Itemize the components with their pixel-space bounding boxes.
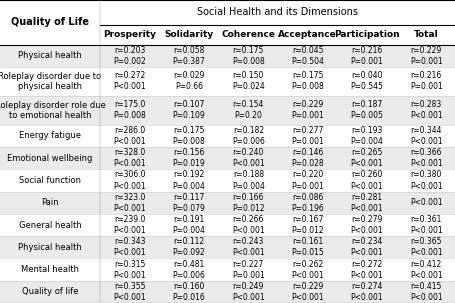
Text: r=239.0
P<0.001: r=239.0 P<0.001 [113,215,146,235]
Bar [0,67,455,96]
Text: r=0.086
P=0.196: r=0.086 P=0.196 [291,193,324,213]
Text: r=0.175
P=0.008: r=0.175 P=0.008 [291,71,324,92]
Text: r=0.187
P=0.005: r=0.187 P=0.005 [350,100,383,120]
Text: r=0.192
P=0.004: r=0.192 P=0.004 [172,170,205,191]
Text: r=0.229
P=0.001: r=0.229 P=0.001 [291,100,324,120]
Text: r=0.146
P=0.028: r=0.146 P=0.028 [291,148,323,168]
Text: r=0.229
P<0.001: r=0.229 P<0.001 [291,282,323,302]
Text: r=0.216
P=0.001: r=0.216 P=0.001 [409,71,442,92]
Text: r=0.160
P=0.016: r=0.160 P=0.016 [172,282,205,302]
Text: r=0.175
P=0.008: r=0.175 P=0.008 [232,46,264,66]
Text: r=0.344
P<0.001: r=0.344 P<0.001 [409,126,442,146]
Text: r=0.249
P<0.001: r=0.249 P<0.001 [232,282,264,302]
Text: Roleplay disorder due to
physical health: Roleplay disorder due to physical health [0,72,101,91]
Text: Prosperity: Prosperity [103,30,156,39]
Text: r=323.0
P<0.001: r=323.0 P<0.001 [113,193,146,213]
Text: r=0.166
P=0.012: r=0.166 P=0.012 [232,193,264,213]
Bar [0,281,455,303]
Text: r=0.058
P=0.387: r=0.058 P=0.387 [172,46,205,66]
Text: Physical health: Physical health [18,51,82,60]
Bar [0,169,455,191]
Bar [0,96,455,125]
Text: r=0.272
P<0.001: r=0.272 P<0.001 [350,260,383,280]
Text: r=0.154
P=0.20: r=0.154 P=0.20 [232,100,263,120]
Text: Roleplay disorder role due
to emotional health: Roleplay disorder role due to emotional … [0,101,105,120]
Text: r=0.277
P=0.001: r=0.277 P=0.001 [291,126,324,146]
Text: r=0.193
P=0.004: r=0.193 P=0.004 [350,126,383,146]
Text: Quality of life: Quality of life [22,287,78,296]
Text: r=0.175
P=0.008: r=0.175 P=0.008 [172,126,205,146]
Text: r=0.380
P<0.001: r=0.380 P<0.001 [409,170,442,191]
Text: r=0.281
P<0.001: r=0.281 P<0.001 [350,193,383,213]
Text: r=0.365
P<0.001: r=0.365 P<0.001 [409,237,442,257]
Bar [0,214,455,236]
Bar [0,236,455,258]
Text: Social function: Social function [19,176,81,185]
Text: r=0.203
P=0.002: r=0.203 P=0.002 [113,46,146,66]
Text: r=0.272
P<0.001: r=0.272 P<0.001 [113,71,146,92]
Text: r=0.229
P=0.001: r=0.229 P=0.001 [409,46,442,66]
Text: Acceptance: Acceptance [278,30,336,39]
Text: r=0.117
P=0.079: r=0.117 P=0.079 [172,193,205,213]
Text: r=0.220
P=0.001: r=0.220 P=0.001 [291,170,324,191]
Text: r=0.216
P=0.001: r=0.216 P=0.001 [350,46,383,66]
Text: r=175.0
P=0.008: r=175.0 P=0.008 [113,100,146,120]
Text: Social Health and its Dimensions: Social Health and its Dimensions [197,7,358,17]
Text: r=0.156
P=0.019: r=0.156 P=0.019 [172,148,205,168]
Text: r=0.355
P<0.001: r=0.355 P<0.001 [113,282,146,302]
Text: r=0.412
P<0.001: r=0.412 P<0.001 [409,260,442,280]
Text: r=0.191
P=0.004: r=0.191 P=0.004 [172,215,205,235]
Text: r=0.274
P<0.001: r=0.274 P<0.001 [350,282,383,302]
Text: r=0.029
P=0.66: r=0.029 P=0.66 [173,71,204,92]
Bar [0,0,455,45]
Text: r=0.234
P<0.001: r=0.234 P<0.001 [350,237,383,257]
Text: r=328.0
P<0.001: r=328.0 P<0.001 [113,148,146,168]
Text: r=0.366
P<0.001: r=0.366 P<0.001 [409,148,442,168]
Text: Pain: Pain [41,198,59,207]
Text: Physical health: Physical health [18,243,82,252]
Text: r=0.243
P<0.001: r=0.243 P<0.001 [232,237,264,257]
Text: r=0.045
P=0.504: r=0.045 P=0.504 [291,46,324,66]
Text: Mental health: Mental health [21,265,79,274]
Text: P<0.001: P<0.001 [409,198,442,207]
Text: r=0.361
P<0.001: r=0.361 P<0.001 [409,215,442,235]
Text: r=0.481
P=0.006: r=0.481 P=0.006 [172,260,205,280]
Text: r=0.262
P<0.001: r=0.262 P<0.001 [291,260,323,280]
Text: r=0.266
P<0.001: r=0.266 P<0.001 [232,215,264,235]
Text: r=286.0
P<0.001: r=286.0 P<0.001 [113,126,146,146]
Text: Participation: Participation [334,30,399,39]
Text: r=0.161
P=0.015: r=0.161 P=0.015 [291,237,324,257]
Text: r=0.265
P<0.001: r=0.265 P<0.001 [350,148,383,168]
Text: r=0.167
P=0.012: r=0.167 P=0.012 [291,215,323,235]
Text: Total: Total [413,30,438,39]
Text: r=0.182
P=0.006: r=0.182 P=0.006 [232,126,264,146]
Text: General health: General health [19,221,81,229]
Text: r=0.107
P=0.109: r=0.107 P=0.109 [172,100,205,120]
Text: Energy fatigue: Energy fatigue [19,132,81,140]
Text: r=0.240
P<0.001: r=0.240 P<0.001 [232,148,264,168]
Text: r=0.315
P<0.001: r=0.315 P<0.001 [113,260,146,280]
Text: r=0.227
P=0.001: r=0.227 P=0.001 [232,260,264,280]
Bar [0,191,455,214]
Text: r=0.415
P<0.001: r=0.415 P<0.001 [409,282,442,302]
Text: r=0.260
P<0.001: r=0.260 P<0.001 [350,170,383,191]
Text: r=0.112
P=0.092: r=0.112 P=0.092 [172,237,205,257]
Text: r=0.279
P<0.001: r=0.279 P<0.001 [350,215,383,235]
Bar [0,125,455,147]
Text: Quality of Life: Quality of Life [11,17,89,27]
Text: r=0.040
P=0.545: r=0.040 P=0.545 [350,71,383,92]
Text: Emotional wellbeing: Emotional wellbeing [7,154,92,163]
Text: Solidarity: Solidarity [164,30,213,39]
Bar [0,258,455,281]
Text: r=306.0
P<0.001: r=306.0 P<0.001 [113,170,146,191]
Text: r=0.188
P=0.004: r=0.188 P=0.004 [232,170,264,191]
Text: r=0.343
P<0.001: r=0.343 P<0.001 [113,237,146,257]
Text: r=0.283
P<0.001: r=0.283 P<0.001 [409,100,442,120]
Text: Coherence: Coherence [221,30,275,39]
Bar [0,147,455,169]
Bar [0,45,455,67]
Text: r=0.150
P=0.024: r=0.150 P=0.024 [232,71,264,92]
